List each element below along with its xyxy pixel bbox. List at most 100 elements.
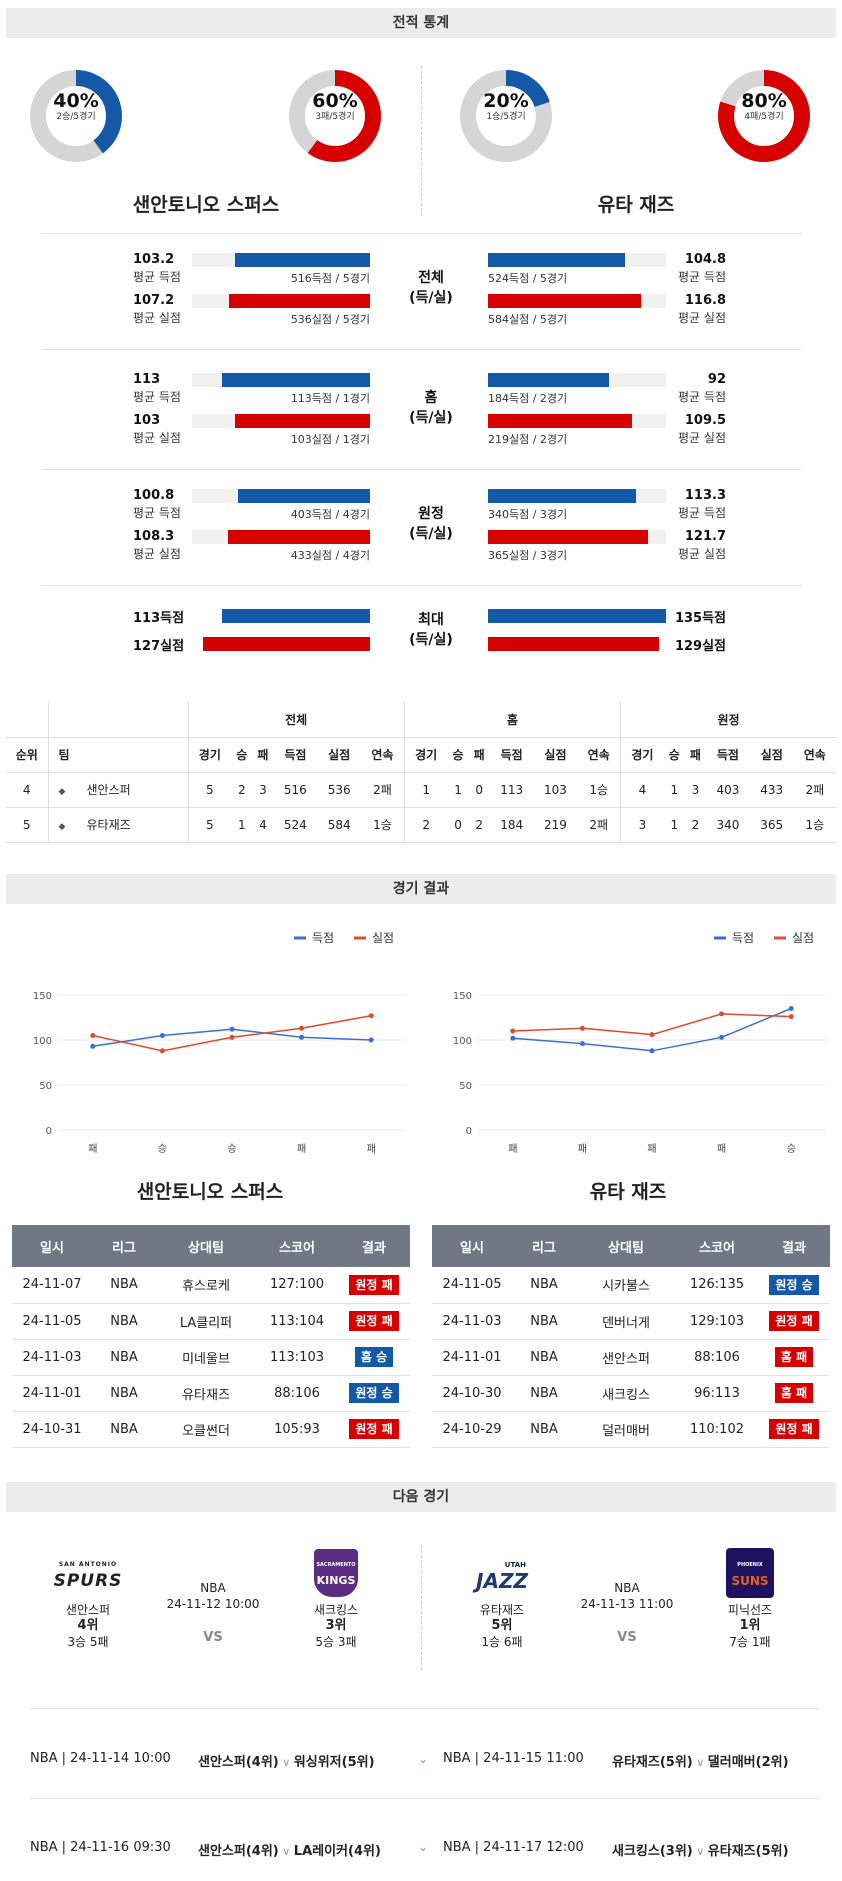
- data-point[interactable]: [368, 1037, 374, 1043]
- chevron-down-icon[interactable]: ⌄: [418, 1840, 429, 1854]
- data-point[interactable]: [719, 1034, 725, 1040]
- result-league: NBA: [512, 1303, 576, 1340]
- right-bar: [488, 609, 666, 623]
- table-corner: [47, 702, 188, 738]
- data-point[interactable]: [510, 1028, 516, 1034]
- table-row[interactable]: 24-11-05 NBA LA클리퍼 113:104 원정 패: [12, 1303, 410, 1340]
- upcoming-left-teams[interactable]: 샌안스퍼(4위) ∨ LA레이커(4위): [198, 1840, 381, 1859]
- upcoming-right-teams[interactable]: 유타재즈(5위) ∨ 댈러매버(2위): [612, 1751, 789, 1770]
- upcoming-left-teams[interactable]: 샌안스퍼(4위) ∨ 워싱위저(5위): [198, 1751, 375, 1770]
- table-row[interactable]: 5 ◆ 유타재즈 5 1 4 524 584 1승 2 0 2 184 219 2패 3 1 2 340 365 1승: [6, 807, 836, 843]
- suns-badge: PHOENIX SUNS: [726, 1548, 774, 1598]
- team-cell[interactable]: ◆ 샌안스퍼: [47, 772, 188, 808]
- team-rank: 3위: [325, 1618, 347, 1633]
- data-point[interactable]: [159, 1033, 165, 1038]
- data-point[interactable]: [649, 1048, 655, 1054]
- left-stat-value: 100.8: [133, 488, 175, 503]
- table-row[interactable]: 24-11-05 NBA 시카불스 126:135 원정 승: [432, 1267, 830, 1304]
- right-bar-track: [488, 609, 666, 623]
- data-point[interactable]: [229, 1034, 235, 1040]
- col-away-1: 승: [663, 737, 685, 773]
- stat-cell: 2: [231, 772, 253, 808]
- y-tick-label: 0: [466, 1126, 472, 1137]
- left-bar-caption: 103실점 / 1경기: [290, 433, 370, 446]
- left-stat-value: 108.3: [133, 529, 175, 544]
- data-point[interactable]: [579, 1041, 585, 1047]
- left-bar: [227, 530, 370, 544]
- group-header-all: 전체: [187, 702, 405, 738]
- next-game-2-team2[interactable]: PHOENIX SUNS 피닉선즈 1위 7승 1패: [690, 1548, 810, 1650]
- data-point[interactable]: [579, 1025, 585, 1031]
- result-opp: 미네울브: [156, 1339, 256, 1376]
- table-row[interactable]: 24-10-29 NBA 덜러매버 110:102 원정 패: [432, 1411, 830, 1448]
- data-point[interactable]: [510, 1035, 516, 1041]
- team: 유타재즈(5위): [612, 1755, 693, 1770]
- results-col-header: 결과: [338, 1225, 410, 1267]
- left-stat-label: 평균 실점: [133, 311, 181, 325]
- col-away-4: 실점: [749, 737, 794, 773]
- stat-cell: 2: [684, 807, 707, 843]
- col-rank: 순위: [6, 737, 48, 773]
- next-game-2-team1[interactable]: UTAH JAZZ 유타재즈 5위 1승 6패: [442, 1548, 562, 1650]
- table-row[interactable]: 24-11-01 NBA 유타재즈 88:106 원정 승: [12, 1375, 410, 1412]
- result-score: 113:104: [256, 1303, 338, 1340]
- results-header-row: 일시 리그 상대팀 스코어 결과: [432, 1225, 830, 1267]
- logo-text: SUNS: [731, 1574, 769, 1588]
- data-point[interactable]: [159, 1048, 165, 1054]
- col-away-0: 경기: [620, 737, 664, 773]
- result-date: 24-11-03: [432, 1303, 512, 1340]
- table-row[interactable]: 24-11-03 NBA 미네울브 113:103 홈 승: [12, 1339, 410, 1376]
- team: 샌안스퍼(4위): [198, 1755, 279, 1770]
- col-all-1: 승: [231, 737, 253, 773]
- results-col-header: 리그: [92, 1225, 156, 1267]
- data-point[interactable]: [788, 1006, 794, 1011]
- table-row[interactable]: 24-10-31 NBA 오클썬더 105:93 원정 패: [12, 1411, 410, 1448]
- group-sub: (득/실): [409, 410, 453, 426]
- data-point[interactable]: [788, 1014, 794, 1020]
- next-game-1-team2[interactable]: SACRAMENTO KINGS 새크킹스 3위 5승 3패: [276, 1548, 396, 1650]
- data-point[interactable]: [90, 1043, 96, 1049]
- table-row[interactable]: 24-11-01 NBA 샌안스퍼 88:106 홈 패: [432, 1339, 830, 1376]
- group-title: 전체: [418, 270, 444, 286]
- upcoming-left-info: NBA | 24-11-14 10:00: [30, 1751, 171, 1766]
- result-badge: 원정 패: [349, 1274, 399, 1295]
- result-badge: 원정 패: [769, 1419, 819, 1439]
- donut-sub: 3패/5경기: [315, 112, 355, 122]
- upcoming-right-info: NBA | 24-11-17 12:00: [443, 1840, 584, 1855]
- next-game-1-team1[interactable]: SAN ANTONIO SPURS 샌안스퍼 4위 3승 5패: [28, 1548, 148, 1650]
- away-results-table: 일시 리그 상대팀 스코어 결과 24-11-05 NBA 시카불스 126:135 원정 승 24…: [432, 1225, 830, 1448]
- result-score: 126:135: [676, 1267, 758, 1304]
- team-cell[interactable]: ◆ 유타재즈: [47, 807, 188, 843]
- data-point[interactable]: [229, 1026, 235, 1032]
- y-tick-label: 150: [33, 991, 52, 1002]
- team-name: 샌안스퍼: [86, 783, 131, 797]
- data-point[interactable]: [368, 1013, 374, 1019]
- separator: [42, 233, 802, 234]
- group-header-home: 홈: [403, 702, 621, 738]
- col-home-3: 득점: [489, 737, 534, 773]
- donut-percent: 60%: [312, 90, 358, 112]
- data-point[interactable]: [719, 1011, 725, 1017]
- chevron-down-icon[interactable]: ⌄: [418, 1752, 429, 1766]
- data-point[interactable]: [649, 1032, 655, 1038]
- team-record: 3승 5패: [67, 1635, 109, 1649]
- data-point[interactable]: [299, 1025, 305, 1031]
- v-icon: ∨: [692, 1845, 708, 1858]
- table-row[interactable]: 24-10-30 NBA 새크킹스 96:113 홈 패: [432, 1375, 830, 1412]
- results-col-header: 상대팀: [576, 1225, 676, 1267]
- table-row[interactable]: 24-11-03 NBA 덴버너게 129:103 원정 패: [432, 1303, 830, 1340]
- right-stat-value: 104.8: [684, 252, 726, 267]
- home-results-title: 샌안토니오 스퍼스: [136, 1181, 284, 1203]
- table-row[interactable]: 24-11-07 NBA 휴스로케 127:100 원정 패: [12, 1267, 410, 1304]
- home-win-donut: 40% 2승/5경기: [28, 68, 124, 164]
- data-point[interactable]: [299, 1034, 305, 1040]
- donut-sub: 2승/5경기: [56, 112, 96, 122]
- legend-label: 득점: [312, 931, 334, 945]
- stat-cell: 2: [468, 807, 490, 843]
- v-icon: ∨: [278, 1756, 294, 1769]
- table-row[interactable]: 4 ◆ 샌안스퍼 5 2 3 516 536 2패 1 1 0 113 103 1승 4 1 3 403 433 2패: [6, 772, 836, 808]
- x-tick-label: 패: [367, 1143, 376, 1155]
- data-point[interactable]: [90, 1033, 96, 1038]
- compare-group-label: 홈 (득/실): [391, 388, 471, 428]
- upcoming-right-teams[interactable]: 새크킹스(3위) ∨ 유타재즈(5위): [612, 1840, 789, 1859]
